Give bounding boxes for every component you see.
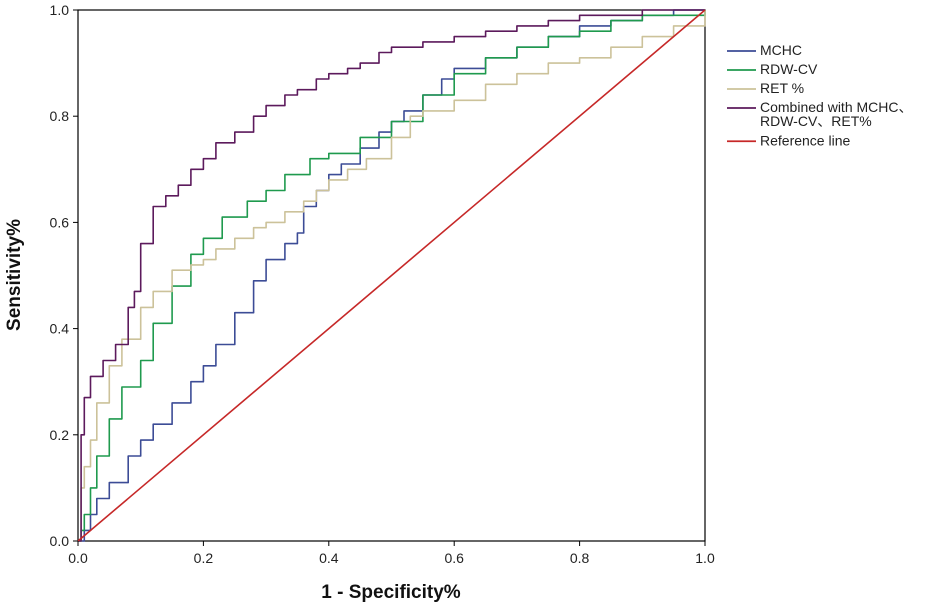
y-axis-ticks: 0.0 0.2 0.4 0.6 0.8 1.0 [50,2,78,549]
y-tick-label: 0.8 [50,108,70,124]
series-line-combined-with-mchc-rdw-cv-ret [78,9,705,542]
series-line-rdw-cv [78,10,706,542]
y-tick-label: 0.0 [50,533,70,549]
series-line-reference-line [77,9,706,542]
x-axis-title: 1 - Specificity% [321,582,460,603]
y-tick-label: 0.2 [50,427,70,443]
legend-label: Reference line [760,132,850,148]
x-tick-label: 1.0 [695,550,715,566]
y-tick-label: 1.0 [50,2,70,18]
legend-label: MCHC [760,42,802,58]
legend-label: RET % [760,80,804,96]
x-tick-label: 0.0 [68,550,88,566]
x-tick-label: 0.8 [570,550,590,566]
x-tick-label: 0.4 [319,550,339,566]
legend-label: RDW-CV [760,61,818,77]
series-line-ret [78,10,706,542]
y-axis-title: Sensitivity% [4,219,25,331]
y-tick-label: 0.6 [50,214,70,230]
x-tick-label: 0.6 [444,550,464,566]
x-axis-ticks: 0.0 0.2 0.4 0.6 0.8 1.0 [68,541,715,566]
x-tick-label: 0.2 [194,550,214,566]
legend-label: RDW-CV、RET% [760,113,872,129]
legend-label: Combined with MCHC、 [760,99,912,115]
series-layer [77,9,706,542]
legend: MCHC RDW-CV RET % Combined with MCHC、RDW-CV… [727,42,912,148]
y-tick-label: 0.4 [50,321,70,337]
